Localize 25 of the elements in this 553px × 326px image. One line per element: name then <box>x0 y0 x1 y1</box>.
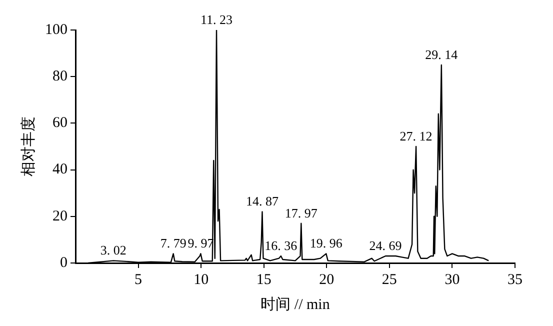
annotation: 17. 97 <box>284 205 318 220</box>
y-tick-label: 80 <box>52 68 68 85</box>
x-tick-label: 5 <box>134 272 142 288</box>
annotation: 7. 79 <box>160 236 186 251</box>
x-tick-label: 30 <box>444 272 460 288</box>
annotation: 29. 14 <box>425 46 458 62</box>
x-axis-title: 时间 // min <box>260 296 330 313</box>
annotation: 27. 12 <box>400 128 432 144</box>
y-tick-label: 60 <box>52 115 68 132</box>
y-tick-label: 100 <box>45 22 68 38</box>
annotation: 3. 02 <box>100 242 126 258</box>
annotation: 16. 36 <box>264 238 298 253</box>
x-tick-label: 10 <box>194 272 209 288</box>
annotation: 24. 69 <box>369 238 402 253</box>
annotation: 19. 96 <box>310 236 343 251</box>
x-tick-label: 25 <box>382 272 397 288</box>
annotation: 11. 23 <box>200 12 233 27</box>
y-tick-label: 40 <box>52 162 68 178</box>
y-axis-title: 相对丰度 <box>20 116 37 176</box>
x-tick-label: 20 <box>319 272 334 288</box>
y-tick-label: 0 <box>60 254 68 271</box>
x-tick-label: 35 <box>508 272 522 288</box>
y-tick-label: 20 <box>52 208 68 224</box>
x-tick-label: 15 <box>256 272 272 288</box>
annotation: 14. 87 <box>246 194 279 209</box>
